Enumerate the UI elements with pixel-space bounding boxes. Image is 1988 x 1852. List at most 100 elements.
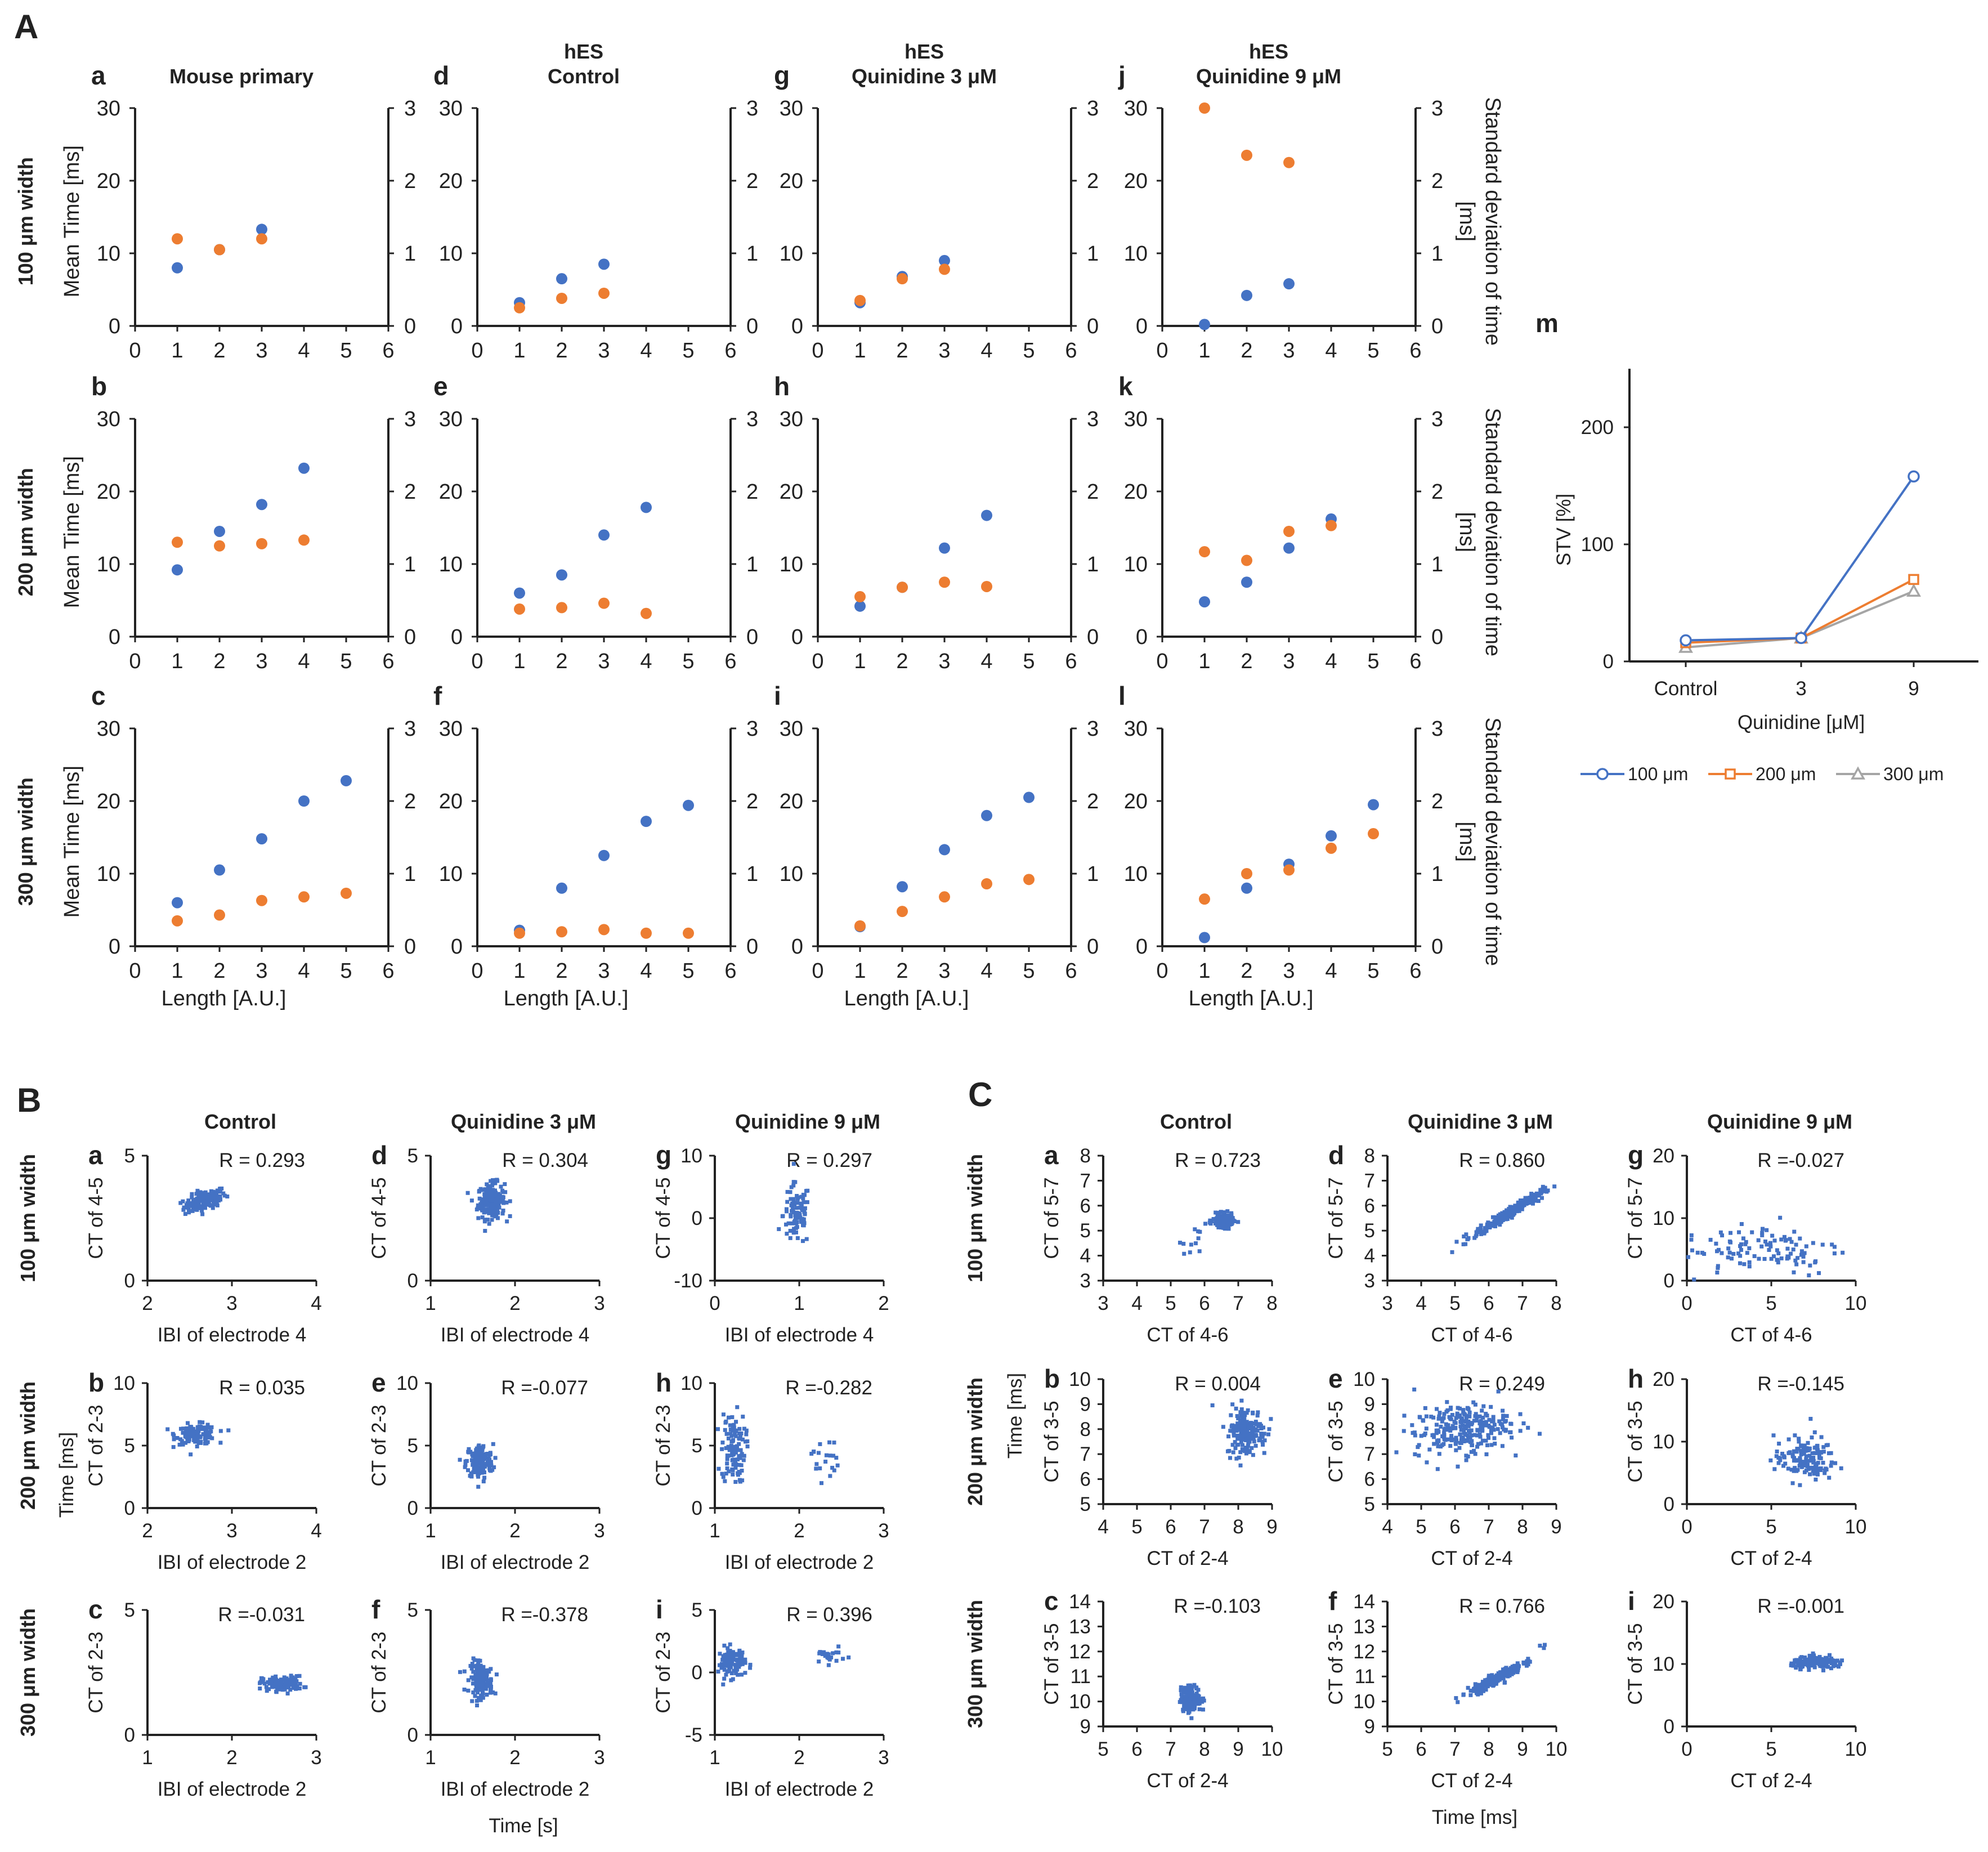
y2-axis-label-line: [ms] — [1455, 821, 1479, 862]
data-point — [1832, 1662, 1836, 1666]
x-tick-label: 6 — [1416, 1738, 1426, 1760]
data-point — [1474, 1418, 1479, 1422]
data-point — [1686, 1255, 1690, 1259]
data-point — [1510, 1215, 1514, 1220]
y-tick-label: 30 — [439, 408, 463, 431]
data-point — [483, 1687, 488, 1691]
data-point — [1692, 1277, 1696, 1282]
data-point — [1470, 1433, 1474, 1438]
x-axis-label: IBI of electrode 2 — [441, 1778, 590, 1800]
data-point — [490, 1190, 494, 1195]
data-point — [1215, 1216, 1219, 1220]
data-point — [1471, 1687, 1476, 1691]
data-point — [1467, 1410, 1472, 1415]
data-point — [731, 1677, 735, 1681]
data-point — [200, 1212, 205, 1216]
data-point — [1525, 1659, 1529, 1663]
data-point — [1716, 1247, 1721, 1252]
data-point — [483, 1218, 487, 1222]
data-point — [788, 1190, 792, 1195]
data-point — [188, 1432, 192, 1436]
data-point — [1463, 1432, 1468, 1436]
x-tick-label: 4 — [1098, 1516, 1108, 1538]
data-point — [1201, 1696, 1206, 1701]
data-point — [1470, 1439, 1474, 1443]
mean-point — [1199, 596, 1210, 608]
data-point — [291, 1685, 295, 1690]
subpanel-letter-A-d: d — [433, 61, 449, 90]
data-point — [1223, 1225, 1227, 1229]
data-point — [1475, 1428, 1480, 1433]
y-tick-label: 30 — [780, 408, 803, 431]
data-point — [1515, 1661, 1520, 1666]
mean-point — [1023, 791, 1035, 803]
y-tick-label: 5 — [124, 1435, 135, 1457]
data-point — [181, 1430, 185, 1435]
data-point — [1225, 1220, 1230, 1224]
data-point — [1461, 1408, 1466, 1412]
row-label-C-2: 300 μm width — [964, 1600, 987, 1728]
data-point — [1188, 1250, 1192, 1255]
y-tick-label: 0 — [1136, 315, 1148, 338]
data-point — [190, 1201, 195, 1205]
row-label-A-1: 200 μm width — [14, 468, 37, 596]
x-tick-label: 3 — [1382, 1292, 1393, 1314]
data-point — [465, 1191, 470, 1195]
data-point — [1825, 1443, 1830, 1447]
data-point — [1242, 1424, 1247, 1428]
data-point — [1776, 1260, 1780, 1265]
subpanel-letter-A-b: b — [91, 372, 107, 401]
subpanel-letter-A-j: j — [1118, 61, 1126, 90]
data-point — [491, 1690, 495, 1694]
data-point — [1789, 1663, 1793, 1667]
subpanel-letter-A-e: e — [433, 372, 448, 401]
data-point — [1689, 1233, 1694, 1237]
data-point — [734, 1428, 738, 1433]
data-point — [731, 1654, 736, 1659]
data-point — [783, 1222, 788, 1227]
y-tick-label: 0 — [124, 1724, 135, 1746]
data-point — [1472, 1419, 1476, 1423]
data-point — [181, 1207, 186, 1212]
subpanel-letter-C-b: b — [1044, 1364, 1060, 1393]
data-point — [791, 1231, 796, 1235]
data-point — [1243, 1420, 1247, 1424]
data-point — [211, 1191, 215, 1196]
data-point — [1534, 1191, 1539, 1196]
mean-point — [598, 529, 610, 541]
data-point — [1484, 1452, 1489, 1456]
data-point — [796, 1195, 800, 1200]
data-point — [728, 1428, 733, 1432]
data-point — [1806, 1441, 1810, 1445]
data-point — [724, 1471, 728, 1476]
data-point — [491, 1181, 495, 1186]
data-point — [731, 1472, 735, 1477]
x-tick-label: 3 — [311, 1747, 321, 1769]
data-point — [1250, 1424, 1254, 1429]
x-tick-label: 3 — [1283, 650, 1295, 673]
data-point — [1821, 1450, 1826, 1454]
data-point — [1192, 1694, 1197, 1699]
data-point — [1536, 1198, 1541, 1203]
data-point — [1809, 1657, 1814, 1661]
data-point — [1788, 1237, 1792, 1241]
data-point — [1543, 1189, 1547, 1193]
data-point — [1538, 1643, 1542, 1648]
data-point — [1832, 1245, 1837, 1249]
data-point — [279, 1677, 283, 1682]
data-point — [1826, 1451, 1831, 1456]
data-point — [826, 1663, 831, 1667]
data-point — [1510, 1435, 1514, 1440]
data-point — [196, 1193, 201, 1197]
data-point — [501, 1195, 505, 1200]
data-point — [482, 1200, 486, 1204]
data-point — [1180, 1700, 1184, 1705]
data-point — [480, 1688, 485, 1692]
data-point — [1543, 1186, 1547, 1191]
data-point — [1466, 1424, 1471, 1429]
data-point — [261, 1677, 266, 1681]
data-point — [1792, 1270, 1796, 1274]
data-point — [1802, 1251, 1807, 1255]
